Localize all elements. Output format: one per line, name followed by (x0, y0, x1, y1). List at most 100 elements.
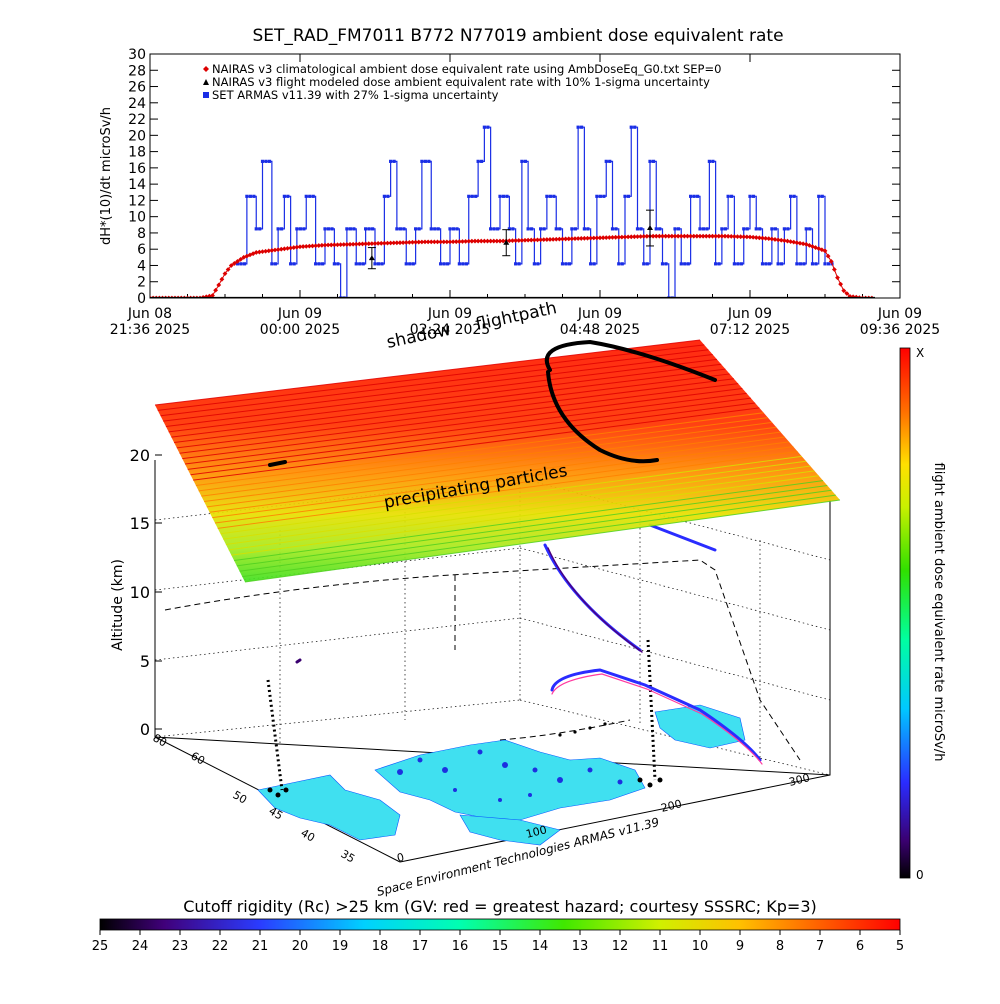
armas-point (570, 227, 574, 231)
armas-point (461, 262, 465, 266)
x-tick-date: Jun 08 (127, 306, 172, 322)
climatological-point (431, 239, 437, 245)
armas-point (679, 262, 683, 266)
armas-point (545, 194, 549, 198)
floor-x-tick-label: 0 (396, 851, 406, 865)
armas-point (707, 159, 711, 163)
armas-point (448, 227, 452, 231)
armas-point (332, 262, 336, 266)
sheet-stripe (217, 451, 798, 529)
armas-point (542, 227, 546, 231)
armas-point (635, 227, 640, 231)
armas-point (373, 262, 377, 266)
climatological-point (263, 248, 269, 254)
climatological-point (400, 240, 406, 245)
y-tick-label: 4 (137, 258, 146, 274)
climatological-point (510, 238, 515, 244)
altitude-tick-label: 20 (130, 446, 150, 465)
y-tick-label: 0 (137, 291, 146, 307)
armas-point (242, 262, 247, 266)
altitude-tick-label: 0 (140, 720, 150, 739)
armas-point (736, 262, 740, 266)
climatological-point (328, 242, 334, 248)
climatological-point (294, 244, 300, 250)
armas-point (739, 262, 743, 266)
sheet-stripe (195, 412, 764, 486)
colorbar-min-label: 0 (916, 868, 924, 882)
climatological-point (288, 245, 294, 251)
climatological-point (300, 244, 306, 249)
climatological-point (463, 238, 469, 244)
armas-point (464, 262, 468, 266)
climatological-point (635, 234, 640, 239)
climatological-point (213, 287, 219, 293)
climatological-point (422, 239, 428, 245)
sheet-stripe (179, 383, 739, 454)
armas-point (767, 262, 772, 266)
armas-point (773, 227, 777, 231)
armas-point (376, 262, 381, 266)
armas-point (361, 262, 365, 266)
armas-point (311, 194, 315, 198)
climatological-point (722, 233, 728, 239)
rigidity-tick-label: 6 (856, 939, 864, 954)
climatological-point (425, 239, 431, 245)
armas-point (560, 262, 565, 266)
rigidity-tick-label: 7 (816, 939, 824, 954)
armas-point (567, 262, 572, 266)
climatological-point (844, 291, 850, 296)
climatological-point (828, 259, 834, 264)
armas-point (604, 159, 608, 163)
climatological-point (735, 234, 740, 239)
floor-axes: 0 100 200 300 35 40 45 50 60 80 (151, 731, 812, 865)
climatological-point (622, 234, 628, 240)
armas-point (552, 194, 556, 198)
armas-point (258, 227, 262, 231)
armas-point (717, 262, 721, 266)
climatological-point (747, 234, 753, 240)
armas-point (496, 227, 500, 231)
armas-point (392, 159, 396, 163)
armas-point (808, 227, 812, 231)
armas-point (389, 159, 393, 163)
climatological-point (769, 236, 775, 242)
armas-point (748, 194, 752, 198)
armas-point (720, 227, 724, 231)
y-axis-label: dH*(10)/dt microSv/h (99, 107, 114, 245)
x-tick-date: Jun 09 (877, 306, 922, 322)
climatological-point (275, 247, 281, 253)
legend-label: SET ARMAS v11.39 with 27% 1-sigma uncert… (212, 88, 499, 102)
armas-point (439, 262, 443, 266)
armas-point (620, 262, 624, 266)
armas-point (395, 227, 399, 231)
armas-point (754, 227, 758, 231)
armas-point (417, 227, 421, 231)
y-tick-label: 18 (128, 145, 146, 161)
x-tick-time: 21:36 2025 (110, 322, 190, 338)
armas-point (689, 194, 693, 198)
sheet-stripe (214, 446, 794, 524)
armas-point (586, 227, 590, 231)
climatological-point (363, 241, 369, 247)
climatological-point (691, 233, 697, 239)
rigidity-tick-label: 8 (776, 939, 784, 954)
armas-point (536, 262, 540, 266)
climatological-point (781, 238, 787, 244)
armas-point (371, 227, 375, 231)
armas-point (614, 227, 618, 231)
climatological-point (272, 247, 278, 253)
precipitating-particle-sheet (154, 339, 841, 583)
climatological-point (278, 246, 284, 252)
climatological-point (606, 235, 612, 240)
sheet-stripe (204, 426, 777, 503)
rigidity-tick-label: 23 (172, 939, 189, 954)
armas-point (664, 262, 668, 266)
armas-point (260, 159, 265, 163)
climatological-point (822, 248, 828, 254)
climatological-point (306, 243, 312, 249)
climatological-point (225, 267, 231, 272)
armas-point (386, 194, 390, 198)
rigidity-tick-label: 13 (572, 939, 589, 954)
climatological-point (628, 234, 634, 240)
altitude-axis-label: Altitude (km) (110, 559, 126, 651)
